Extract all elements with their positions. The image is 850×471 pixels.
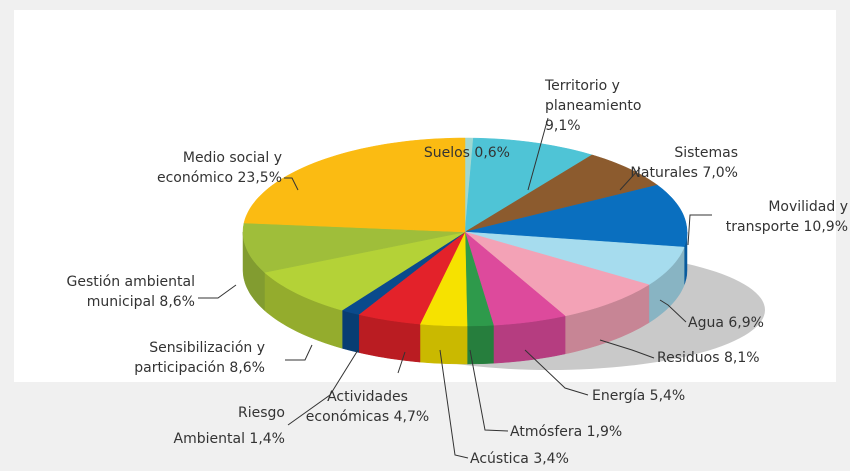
slice xyxy=(243,137,466,233)
label-value: 4,7% xyxy=(393,409,430,425)
slice-label: Acústica 3,4% xyxy=(470,449,569,469)
label-value: 8,6% xyxy=(159,294,195,310)
label-value: 8,1% xyxy=(723,350,760,366)
slice-label: Agua 6,9% xyxy=(688,313,764,333)
slice-label: Actividades económicas 4,7% xyxy=(300,387,435,427)
label-value: 7,0% xyxy=(702,165,738,181)
slice xyxy=(242,222,466,273)
slice xyxy=(358,231,466,325)
label-value: 0,6% xyxy=(474,145,510,161)
label-value: 1,4% xyxy=(249,431,285,447)
label-name: Sistemas Naturales xyxy=(630,145,738,181)
slice-side xyxy=(341,309,360,353)
label-name: Sensibilización y participación xyxy=(134,340,265,376)
label-name: Riesgo Ambiental xyxy=(173,405,285,447)
slice-side xyxy=(419,323,468,365)
label-name: Agua xyxy=(688,315,724,331)
label-name: Suelos xyxy=(423,145,470,161)
label-name: Atmósfera xyxy=(510,424,583,440)
slice xyxy=(464,231,650,317)
slice xyxy=(464,154,658,233)
slice-label: Movilidad y transporte 10,9% xyxy=(712,197,848,237)
label-name: Territorio y planeamiento xyxy=(545,78,642,114)
slice-label: Gestión ambiental municipal 8,6% xyxy=(35,272,195,312)
slice xyxy=(464,137,593,233)
label-name: Actividades económicas xyxy=(305,389,408,425)
label-value: 3,4% xyxy=(533,451,569,467)
slice-label: Sistemas Naturales 7,0% xyxy=(620,143,738,183)
label-name: Gestión ambiental municipal xyxy=(66,274,195,310)
label-value: 23,5% xyxy=(237,170,282,186)
slice-label: Riesgo Ambiental 1,4% xyxy=(170,400,285,452)
slice-label: Sensibilización y participación 8,6% xyxy=(115,338,265,378)
slice-label: Territorio y planeamiento 9,1% xyxy=(545,76,680,136)
slice xyxy=(464,184,688,248)
label-value: 10,9% xyxy=(803,219,848,235)
slice-label: Residuos 8,1% xyxy=(657,348,760,368)
label-name: Residuos xyxy=(657,350,720,366)
slice-label: Atmósfera 1,9% xyxy=(510,422,622,442)
slice xyxy=(419,231,468,327)
slice xyxy=(464,231,494,327)
slice xyxy=(464,231,685,285)
slice-label: Medio social y económico 23,5% xyxy=(130,148,282,188)
label-name: Energía xyxy=(592,388,646,404)
label-value: 8,6% xyxy=(229,360,265,376)
label-value: 1,9% xyxy=(586,424,623,440)
slice xyxy=(464,231,566,326)
slice xyxy=(263,231,466,311)
slice-label: Suelos 0,6% xyxy=(395,143,510,163)
label-name: Movilidad y transporte xyxy=(725,199,848,235)
label-name: Acústica xyxy=(470,451,529,467)
label-value: 9,1% xyxy=(545,118,581,134)
label-value: 5,4% xyxy=(649,388,686,404)
leader-lines xyxy=(198,117,712,459)
label-value: 6,9% xyxy=(728,315,764,331)
slice-label: Energía 5,4% xyxy=(592,386,685,406)
label-name: Medio social y económico xyxy=(156,150,282,186)
